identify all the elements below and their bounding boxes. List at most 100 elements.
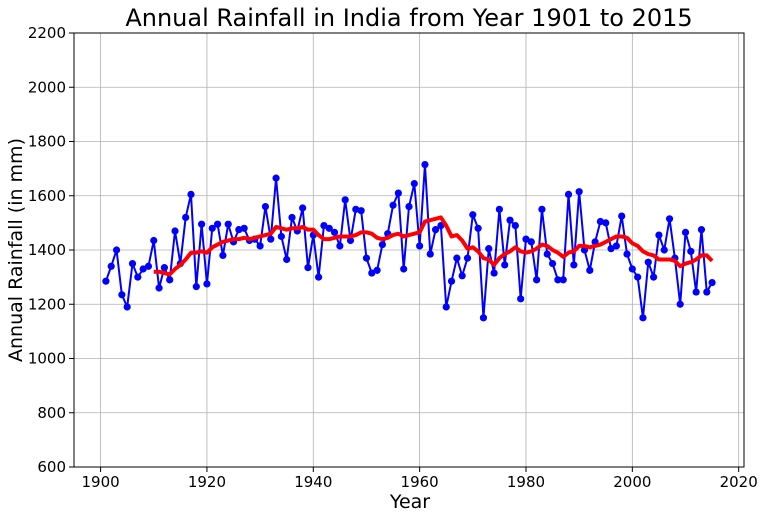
- y-tick-label: 1600: [28, 187, 66, 205]
- annual-data-point: [453, 254, 461, 262]
- x-tick-label: 1920: [188, 473, 226, 491]
- annual-data-point: [681, 228, 690, 236]
- annual-data-point: [554, 276, 562, 284]
- annual-data-point: [644, 258, 652, 266]
- annual-data-point: [128, 259, 137, 268]
- annual-data-point: [655, 231, 663, 239]
- annual-data-point: [272, 174, 280, 182]
- annual-data-point: [533, 276, 541, 284]
- annual-data-point: [118, 291, 126, 299]
- annual-data-point: [330, 228, 339, 236]
- annual-data-point: [564, 190, 573, 198]
- annual-data-point: [325, 224, 333, 232]
- y-tick-label: 2200: [28, 24, 66, 42]
- annual-data-point: [463, 254, 472, 262]
- annual-data-point: [602, 219, 610, 227]
- annual-data-point: [213, 220, 222, 228]
- annual-data-point: [160, 264, 168, 272]
- x-tick-label: 1940: [294, 473, 332, 491]
- annual-data-point: [267, 235, 275, 243]
- annual-data-point: [166, 276, 174, 284]
- annual-data-point: [341, 196, 349, 204]
- annual-data-point: [139, 265, 147, 273]
- x-tick-label: 1980: [507, 473, 545, 491]
- annual-data-point: [171, 227, 179, 235]
- annual-data-point: [458, 272, 466, 280]
- annual-data-point: [665, 215, 674, 223]
- annual-data-point: [224, 220, 232, 228]
- annual-data-point: [315, 273, 323, 281]
- annual-data-point: [320, 221, 328, 230]
- annual-data-point: [501, 261, 509, 269]
- annual-data-point: [416, 242, 424, 250]
- annual-data-point: [144, 262, 153, 270]
- annual-data-point: [304, 264, 312, 272]
- series-layer: [102, 160, 716, 322]
- annual-data-point: [283, 255, 291, 264]
- annual-data-point: [378, 240, 387, 249]
- annual-data-point: [277, 232, 285, 241]
- y-tick-label: 1200: [28, 295, 66, 313]
- annual-data-point: [527, 238, 535, 246]
- annual-data-point: [703, 288, 711, 296]
- y-tick-label: 2000: [28, 78, 66, 96]
- annual-data-point: [299, 204, 307, 212]
- annual-data-point: [522, 235, 530, 243]
- annual-data-point: [618, 212, 626, 220]
- annual-data-point: [687, 247, 695, 255]
- y-tick-label: 600: [37, 458, 66, 476]
- y-axis-label: Annual Rainfall (in mm): [5, 138, 27, 362]
- x-tick-label: 1900: [81, 473, 119, 491]
- annual-data-point: [447, 277, 456, 285]
- annual-data-point: [660, 246, 668, 254]
- annual-data-point: [623, 250, 631, 258]
- annual-data-point: [442, 303, 450, 311]
- annual-data-point: [548, 259, 557, 268]
- annual-data-point: [575, 188, 583, 196]
- annual-data-point: [362, 254, 371, 262]
- annual-data-point: [123, 303, 131, 311]
- annual-data-point: [543, 250, 551, 258]
- annual-data-point: [150, 236, 158, 245]
- y-tick-label: 1400: [28, 241, 66, 259]
- y-tick-label: 1800: [28, 133, 66, 151]
- annual-data-point: [708, 278, 716, 287]
- annual-data-point: [570, 261, 578, 269]
- annual-data-point: [559, 276, 567, 284]
- annual-data-point: [346, 236, 355, 245]
- annual-data-point: [676, 300, 684, 308]
- annual-data-point: [485, 245, 493, 253]
- annual-data-point: [208, 224, 216, 232]
- annual-data-point: [431, 226, 440, 234]
- annual-data-point: [394, 189, 402, 197]
- annual-data-point: [102, 277, 110, 285]
- annual-data-point: [517, 295, 525, 303]
- y-tick-label: 800: [37, 404, 66, 422]
- annual-data-point: [426, 250, 434, 258]
- annual-data-point: [107, 262, 115, 270]
- annual-data-point: [198, 220, 206, 228]
- annual-data-point: [538, 205, 546, 213]
- annual-data-point: [187, 190, 195, 198]
- y-tick-label: 1000: [28, 350, 66, 368]
- annual-data-point: [410, 179, 418, 188]
- x-tick-label: 2000: [613, 473, 651, 491]
- annual-data-point: [474, 224, 482, 232]
- annual-data-point: [421, 160, 429, 169]
- annual-data-point: [692, 288, 700, 296]
- annual-data-point: [261, 203, 270, 211]
- trend-series-line: [153, 215, 714, 277]
- annual-data-point: [511, 221, 519, 230]
- annual-data-point: [490, 269, 498, 277]
- annual-data-point: [634, 273, 642, 281]
- annual-data-point: [134, 273, 142, 281]
- annual-data-point: [639, 314, 647, 322]
- annual-data-point: [612, 242, 620, 250]
- annual-data-point: [495, 205, 503, 213]
- ticks: 1900 1920 1940 1960 1980 2000 2020 600 800 1000 12…: [28, 24, 758, 491]
- annual-data-point: [506, 216, 514, 224]
- annual-data-point: [405, 203, 413, 211]
- annual-data-point: [697, 226, 706, 234]
- annual-data-point: [479, 314, 488, 322]
